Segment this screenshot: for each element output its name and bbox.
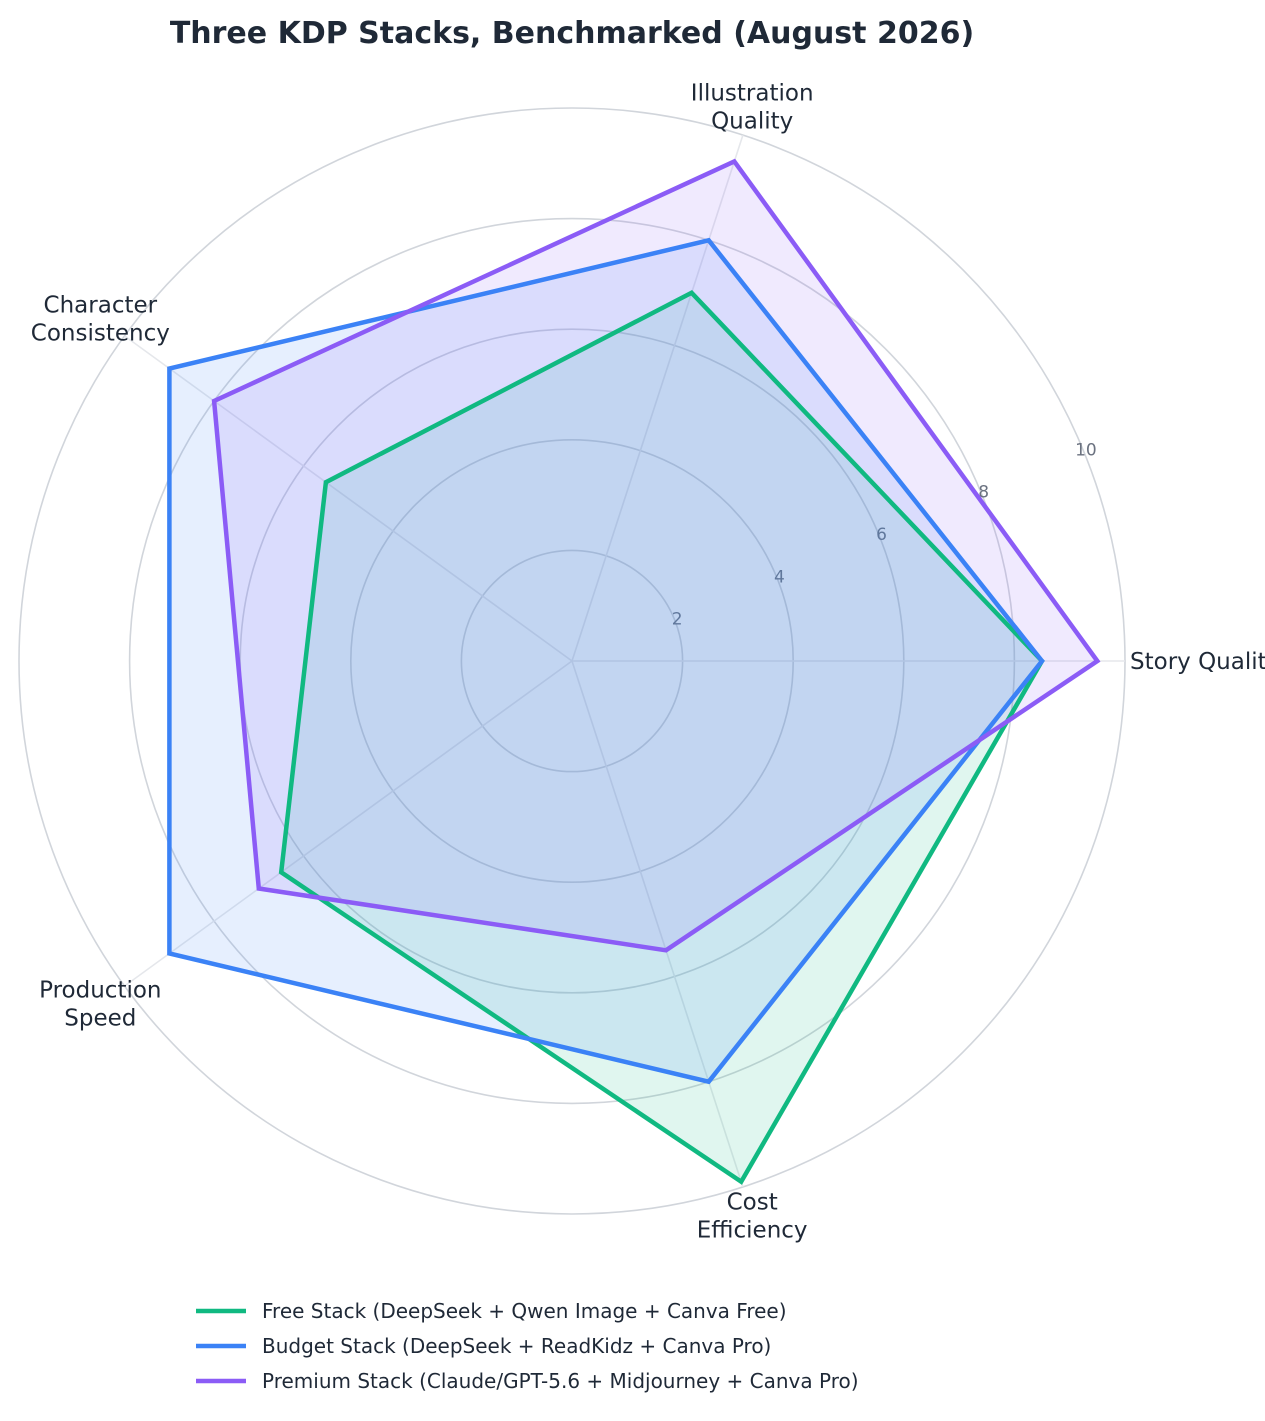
axis-label-line: Consistency [31, 320, 170, 346]
series-line-1 [278, 290, 1045, 1185]
grid-spoke-5 [571, 660, 744, 1188]
chart-title: Three KDP Stacks, Benchmarked (August 20… [170, 16, 974, 51]
grid-spoke-4 [124, 660, 573, 987]
axis-label-3: Character Consistency [31, 292, 170, 346]
grid-spoke-2 [571, 134, 744, 662]
axis-label-5: Cost Efficiency [697, 1189, 808, 1243]
axis-label-line: Quality [711, 109, 793, 135]
radar-series [167, 158, 1101, 1185]
radial-tick-label: 4 [774, 567, 785, 587]
radial-tick-label: 6 [876, 525, 887, 545]
grid-spoke-3 [124, 335, 573, 662]
legend: Free Stack (DeepSeek + Qwen Image + Canv… [196, 1299, 859, 1393]
radar-grid: 2 4 6 8 10 [18, 107, 1126, 1215]
axis-label-line: Cost [727, 1189, 778, 1215]
radial-tick-label: 8 [978, 483, 989, 503]
axis-label-line: Efficiency [697, 1217, 808, 1243]
series-line-2 [167, 237, 1045, 1085]
radial-tick-label: 2 [672, 610, 683, 630]
series-fill-1 [281, 292, 1042, 1182]
axis-label-line: Illustration [691, 81, 814, 107]
axis-label-line: Story Quality [1130, 649, 1265, 675]
legend-label-1: Free Stack (DeepSeek + Qwen Image + Canv… [262, 1299, 787, 1323]
axis-label-1: Story Quality [1130, 649, 1265, 675]
legend-label-3: Premium Stack (Claude/GPT-5.6 + Midjourn… [262, 1369, 859, 1393]
axis-label-line: Production [39, 978, 161, 1004]
axis-label-2: Illustration Quality [691, 81, 814, 135]
radial-tick-label: 10 [1075, 440, 1097, 460]
legend-label-2: Budget Stack (DeepSeek + ReadKidz + Canv… [262, 1334, 771, 1358]
axis-label-line: Speed [64, 1006, 136, 1032]
axis-label-line: Character [44, 292, 158, 318]
axis-label-4: Production Speed [39, 978, 161, 1032]
series-line-3 [211, 158, 1101, 953]
